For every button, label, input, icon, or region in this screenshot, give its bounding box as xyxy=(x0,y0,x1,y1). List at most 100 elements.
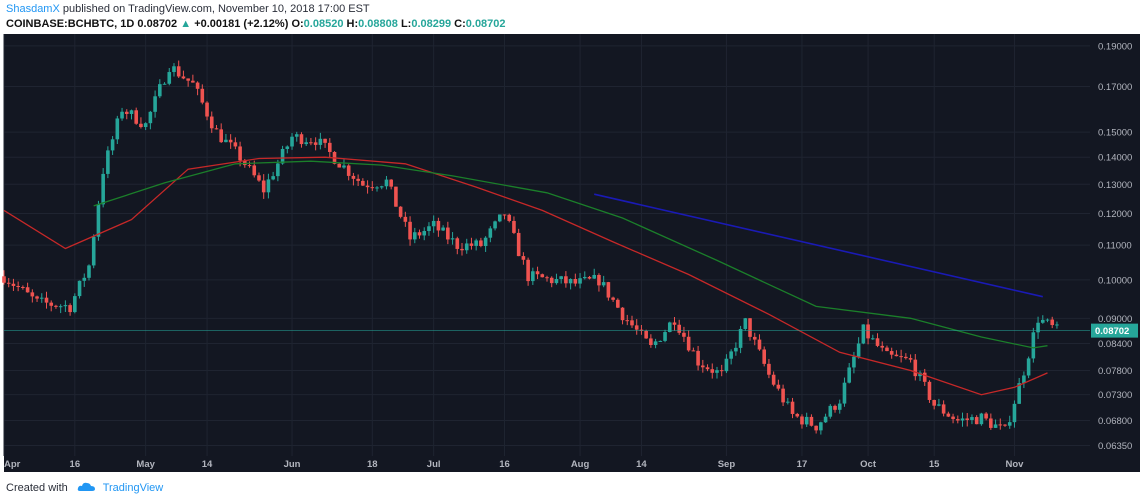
candle-down xyxy=(894,354,899,357)
candle-down xyxy=(682,332,686,337)
candle-down xyxy=(677,324,682,333)
tradingview-brand-link[interactable]: TradingView xyxy=(102,482,164,494)
time-axis[interactable] xyxy=(4,456,1140,472)
candle-down xyxy=(389,179,393,187)
close-label: C: xyxy=(454,18,466,30)
low-value: 0.08299 xyxy=(411,18,452,30)
time-tick-label: Sep xyxy=(718,459,736,470)
candle-up xyxy=(970,417,974,420)
candle-up xyxy=(384,179,389,187)
candle-down xyxy=(502,214,507,216)
candle-down xyxy=(361,180,365,186)
candle-up xyxy=(39,297,44,299)
candle-up xyxy=(224,139,228,143)
candle-down xyxy=(195,82,200,89)
candle-down xyxy=(833,405,837,410)
candle-down xyxy=(899,356,903,358)
candle-down xyxy=(124,111,129,114)
candle-up xyxy=(120,111,124,119)
candle-down xyxy=(521,256,526,260)
candle-down xyxy=(814,425,818,431)
candle-down xyxy=(927,381,932,400)
candle-up xyxy=(493,221,497,229)
candle-up xyxy=(1012,403,1017,423)
candle-up xyxy=(82,277,87,281)
candle-up xyxy=(290,136,294,147)
candle-up xyxy=(837,403,842,410)
candle-down xyxy=(941,404,946,414)
time-tick-label: Nov xyxy=(1005,459,1024,470)
candle-down xyxy=(866,324,870,339)
candle-up xyxy=(1022,375,1026,384)
candle-down xyxy=(719,370,724,372)
candle-down xyxy=(1003,424,1007,426)
time-tick-label: 16 xyxy=(70,459,81,470)
candle-down xyxy=(257,175,261,181)
candle-up xyxy=(148,111,153,124)
candle-up xyxy=(129,110,134,114)
candle-down xyxy=(932,399,936,406)
ohlc-legend: COINBASE:BCHBTC, 1D 0.08702 ▲ +0.00181 (… xyxy=(6,18,506,30)
candle-down xyxy=(564,276,568,284)
candle-down xyxy=(955,419,960,421)
candlestick-series xyxy=(2,60,1059,435)
candle-up xyxy=(663,332,667,341)
candle-up xyxy=(828,405,833,417)
candle-down xyxy=(989,418,993,428)
candle-up xyxy=(653,341,658,345)
candle-up xyxy=(724,358,729,372)
price-tick-label: 0.06350 xyxy=(1098,441,1132,452)
candle-up xyxy=(285,146,290,149)
price-axis[interactable] xyxy=(1090,34,1140,456)
candle-up xyxy=(847,367,851,383)
candle-up xyxy=(842,382,847,404)
candle-down xyxy=(875,338,880,346)
symbol-label[interactable]: COINBASE:BCHBTC, 1D xyxy=(6,18,135,30)
candle-up xyxy=(852,356,856,368)
candle-up xyxy=(823,416,828,423)
candle-down xyxy=(346,165,351,176)
candle-up xyxy=(993,424,998,428)
candle-down xyxy=(809,416,814,426)
candle-down xyxy=(880,345,885,348)
candle-up xyxy=(422,230,427,236)
candle-down xyxy=(11,283,16,286)
candle-down xyxy=(233,142,238,147)
candle-down xyxy=(573,278,578,284)
candle-up xyxy=(431,220,436,227)
candle-down xyxy=(634,325,639,330)
candle-up xyxy=(856,343,861,357)
candle-down xyxy=(54,305,58,307)
candle-down xyxy=(913,359,918,377)
candle-up xyxy=(738,328,743,348)
candle-down xyxy=(238,146,242,161)
candle-down xyxy=(25,287,30,293)
candle-up xyxy=(592,274,597,279)
candle-up xyxy=(464,243,469,251)
candle-down xyxy=(313,142,318,145)
author-link[interactable]: ShasdamX xyxy=(6,3,60,15)
candle-down xyxy=(974,417,979,425)
candle-down xyxy=(762,349,766,364)
trendline-blue xyxy=(594,193,1043,298)
candle-up xyxy=(1036,322,1040,333)
candle-down xyxy=(998,424,1003,426)
candle-up xyxy=(483,237,488,247)
candle-up xyxy=(559,276,563,280)
candle-down xyxy=(460,248,464,251)
candle-down xyxy=(323,138,327,143)
candle-down xyxy=(965,418,970,420)
candle-down xyxy=(686,336,691,351)
candle-down xyxy=(526,259,530,282)
candle-up xyxy=(318,138,323,145)
candle-down xyxy=(984,413,988,419)
candle-down xyxy=(479,240,483,247)
candle-down xyxy=(951,416,955,420)
candle-down xyxy=(49,302,54,306)
candle-down xyxy=(1050,319,1055,326)
candle-down xyxy=(587,276,592,279)
candle-down xyxy=(748,318,752,337)
candle-down xyxy=(328,142,332,152)
candle-down xyxy=(644,330,648,339)
